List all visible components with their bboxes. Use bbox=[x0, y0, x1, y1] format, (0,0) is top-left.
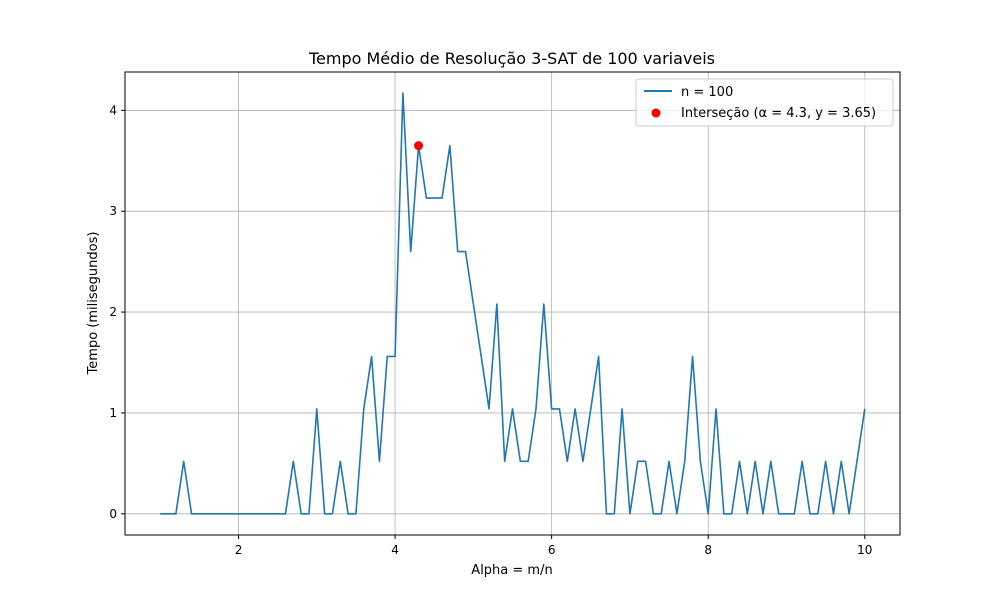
x-tick-label: 4 bbox=[391, 543, 399, 557]
y-tick-label: 1 bbox=[109, 406, 117, 420]
y-tick-label: 3 bbox=[109, 204, 117, 218]
legend-entry-line: n = 100 bbox=[681, 85, 733, 100]
plot-area bbox=[124, 71, 901, 536]
x-axis-label: Alpha = m/n bbox=[471, 563, 552, 578]
legend-box bbox=[635, 78, 894, 127]
series-line-n100 bbox=[160, 92, 866, 515]
ticks: 2 4 6 8 10 0 1 2 3 4 bbox=[109, 103, 872, 557]
x-tick-label: 8 bbox=[704, 543, 712, 557]
legend: n = 100 Interseção (α = 4.3, y = 3.65) bbox=[635, 78, 894, 127]
chart-title: Tempo Médio de Resolução 3-SAT de 100 va… bbox=[308, 49, 715, 68]
y-tick-label: 4 bbox=[109, 103, 117, 117]
x-tick-label: 2 bbox=[235, 543, 243, 557]
legend-entry-intersection: Interseção (α = 4.3, y = 3.65) bbox=[681, 106, 876, 121]
series-layer bbox=[160, 92, 866, 515]
y-axis-label: Tempo (milisegundos) bbox=[86, 232, 101, 376]
x-tick-label: 6 bbox=[548, 543, 556, 557]
legend-marker-swatch bbox=[651, 108, 661, 118]
intersection-point bbox=[414, 141, 424, 151]
y-tick-label: 2 bbox=[109, 305, 117, 319]
grid bbox=[125, 72, 900, 535]
x-tick-label: 10 bbox=[857, 543, 872, 557]
y-tick-label: 0 bbox=[109, 507, 117, 521]
